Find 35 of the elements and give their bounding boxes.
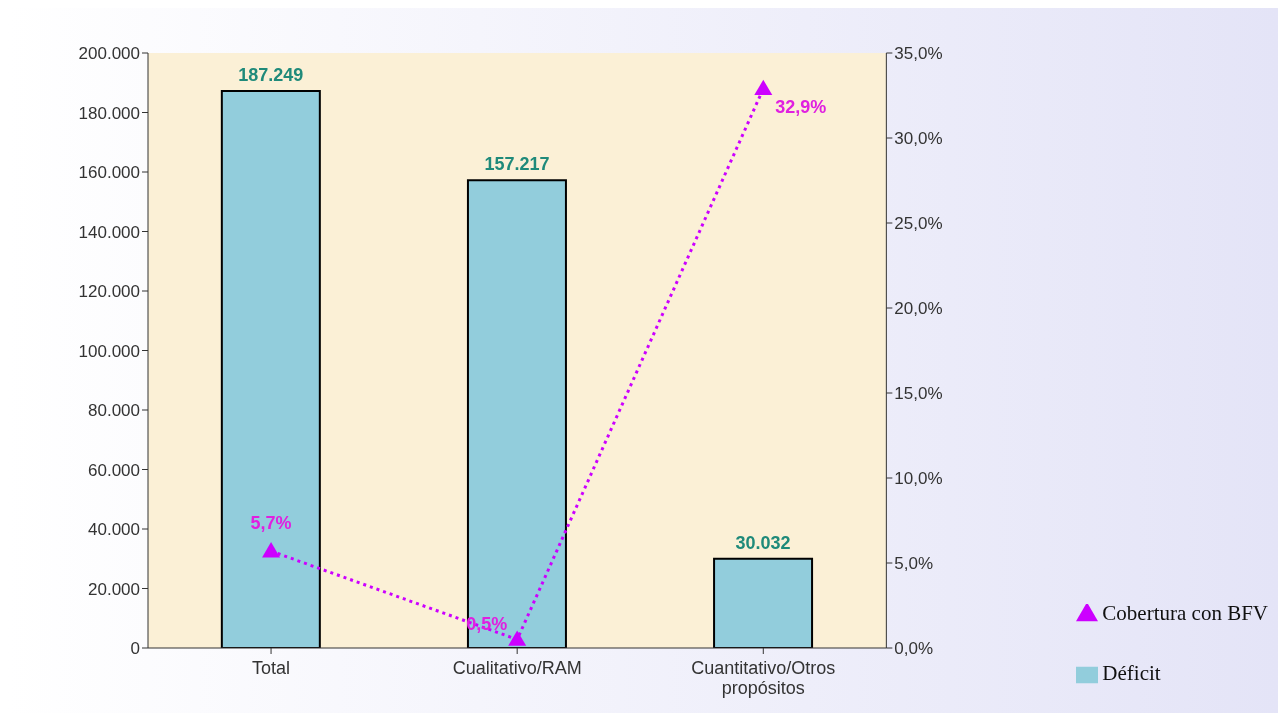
legend-label: Déficit	[1102, 661, 1161, 685]
y-tick-label: 180.000	[78, 103, 140, 123]
y-tick-label: 140.000	[78, 222, 140, 242]
point	[262, 542, 281, 558]
y2-tick-label: 15,0%	[894, 384, 943, 404]
data-label: 32,9%	[775, 96, 827, 117]
y-tick-label: 120.000	[78, 282, 140, 302]
y2-tick-label: 35,0%	[894, 44, 943, 64]
bar	[466, 179, 567, 648]
y2-tick-label: 25,0%	[894, 214, 943, 234]
bar	[713, 557, 814, 648]
y-tick-label: 40.000	[88, 520, 140, 540]
data-label: 157.217	[484, 154, 550, 175]
y-tick-label: 100.000	[78, 341, 140, 361]
y-tick-label: 200.000	[78, 44, 140, 64]
x-tick-label: Cuantitativo/Otros propósitos	[691, 658, 836, 698]
y2-tick-label: 30,0%	[894, 129, 943, 149]
point	[754, 79, 773, 95]
bar	[220, 89, 321, 648]
y-tick-label: 160.000	[78, 163, 140, 183]
y2-tick-label: 20,0%	[894, 299, 943, 319]
x-tick-label: Cualitativo/RAM	[452, 658, 582, 678]
legend-label: Cobertura con BFV	[1102, 601, 1268, 625]
y-tick-label: 80.000	[88, 401, 140, 421]
data-label: 187.249	[238, 64, 304, 85]
data-label: 30.032	[735, 532, 791, 553]
y-tick-label: 0	[130, 639, 140, 659]
point	[508, 630, 527, 646]
y2-tick-label: 5,0%	[894, 554, 934, 574]
x-tick-label: Total	[252, 658, 291, 678]
y2-tick-label: 0,0%	[894, 639, 934, 659]
y2-tick-label: 10,0%	[894, 469, 943, 489]
data-label: 5,7%	[250, 513, 292, 534]
y-tick-label: 60.000	[88, 460, 140, 480]
y-tick-label: 20.000	[88, 579, 140, 599]
